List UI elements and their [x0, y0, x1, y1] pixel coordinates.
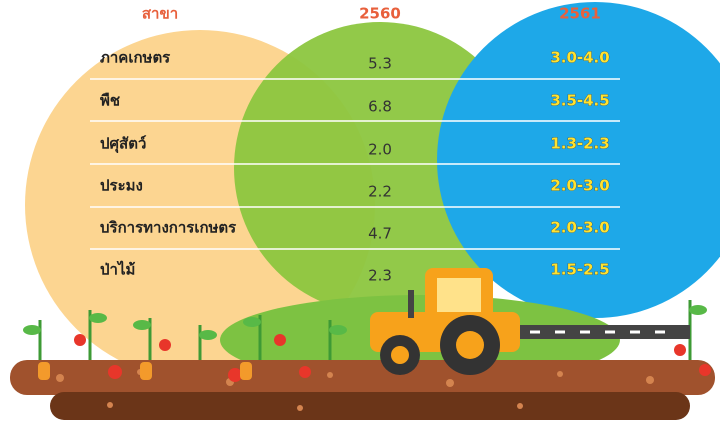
column-header: สาขา — [142, 5, 178, 23]
row-label: บริการทางการเกษตร — [100, 219, 237, 237]
value-2561: 1.5-2.5 — [550, 261, 609, 279]
value-2561: 3.0-4.0 — [550, 49, 609, 67]
value-2561: 2.0-3.0 — [550, 219, 609, 237]
value-2560: 2.2 — [368, 183, 392, 201]
value-2560: 2.3 — [368, 267, 392, 285]
value-2561: 3.5-4.5 — [550, 92, 609, 110]
value-2560: 4.7 — [368, 225, 392, 243]
row-label: ปศุสัตว์ — [100, 135, 146, 154]
value-2560: 6.8 — [368, 98, 392, 116]
column-header: 2560 — [359, 5, 401, 23]
column-header: 2561 — [559, 5, 601, 23]
value-2560: 2.0 — [368, 141, 392, 159]
row-label: ภาคเกษตร — [100, 49, 171, 67]
value-2560: 5.3 — [368, 55, 392, 73]
value-2561: 2.0-3.0 — [550, 177, 609, 195]
infographic: สาขา 2560 2561 ภาคเกษตร 5.3 3.0-4.0 พืช 6.8 3.5-… — [0, 0, 720, 431]
row-label: พืช — [100, 92, 120, 110]
row-label: ป่าไม้ — [100, 260, 135, 279]
value-2561: 1.3-2.3 — [550, 135, 609, 153]
row-label: ประมง — [100, 177, 143, 195]
